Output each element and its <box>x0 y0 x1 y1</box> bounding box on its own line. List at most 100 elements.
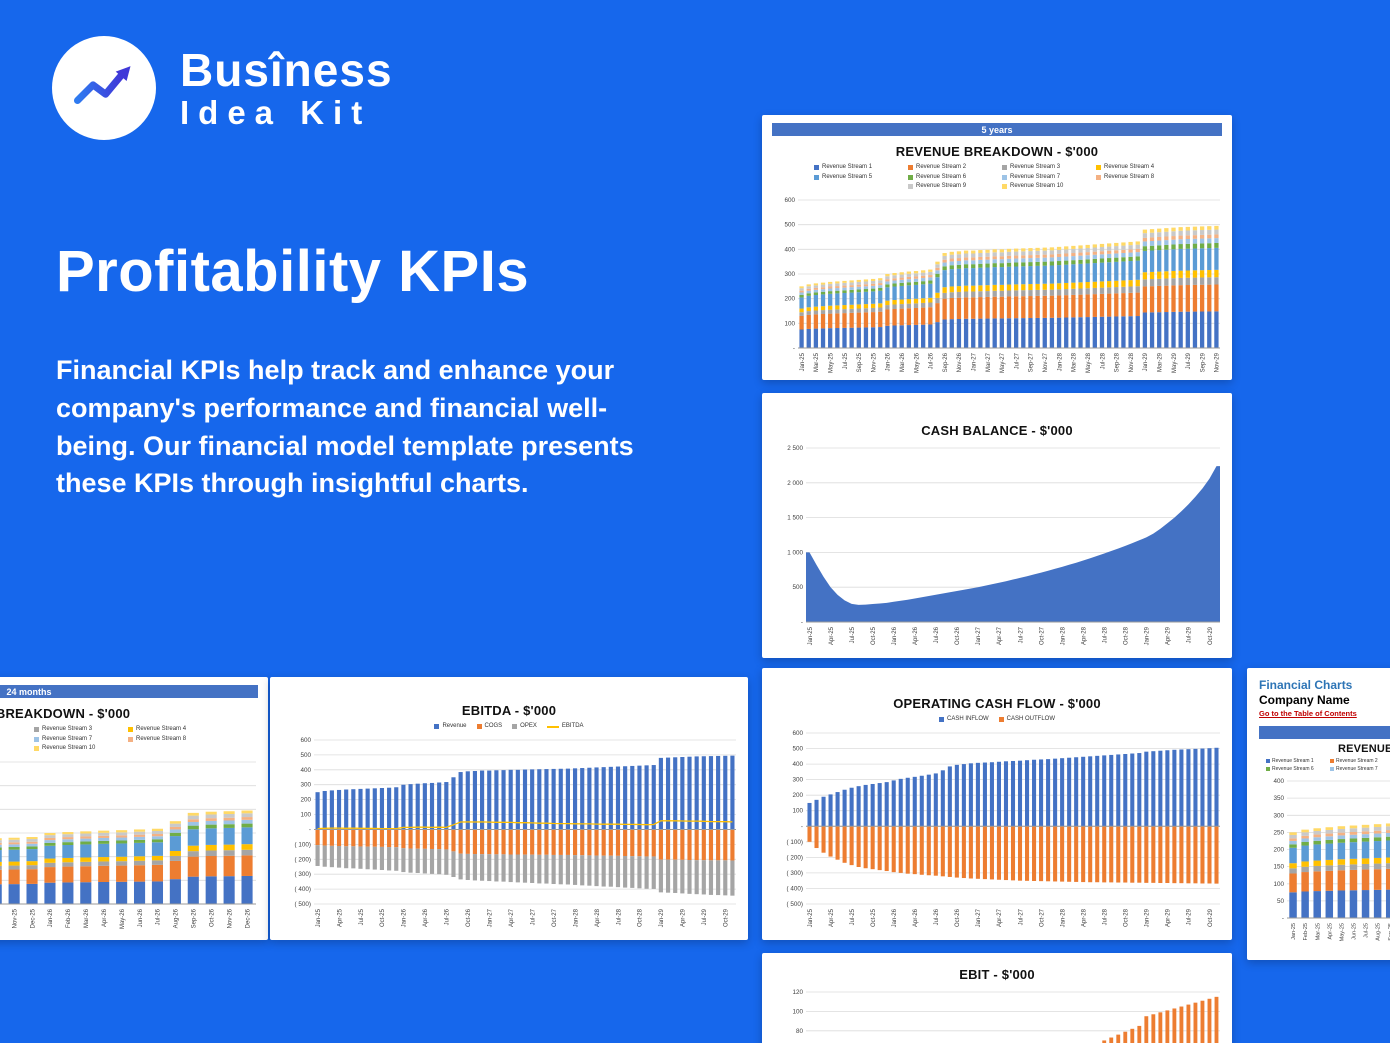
svg-text:May-28: May-28 <box>1086 352 1092 373</box>
svg-text:Nov-28: Nov-28 <box>1129 352 1135 372</box>
svg-text:Feb-25: Feb-25 <box>1303 923 1309 940</box>
chart-legend: CASH INFLOW CASH OUTFLOW <box>774 715 1220 725</box>
legend-item: OPEX <box>512 722 537 732</box>
svg-text:Apr-25: Apr-25 <box>829 626 835 645</box>
svg-text:Apr-29: Apr-29 <box>1166 626 1172 645</box>
svg-text:Jan-29: Jan-29 <box>659 908 665 927</box>
svg-text:Jan-26: Jan-26 <box>402 908 408 927</box>
svg-text:( 300): ( 300) <box>295 871 311 878</box>
ebit-card: EBIT - $'000 12010080604020-( 20)( 40)Ja… <box>762 953 1232 1043</box>
svg-text:Mar-26: Mar-26 <box>84 908 90 928</box>
chart-title: REVENUE BREAKDOWN - $'000 <box>1337 743 1390 755</box>
svg-text:Nov-25: Nov-25 <box>12 908 18 928</box>
legend-swatch <box>938 717 944 723</box>
legend-swatch <box>908 174 913 180</box>
chart-plot: 2 500 2 000 1 500 1 000 500 - Jan-25 Apr-25 Jul-… <box>764 442 1228 656</box>
plot-svg: 600500400300200100-Jan-25Feb-25Mar-25Apr… <box>0 761 256 929</box>
legend-swatch <box>1330 767 1334 771</box>
svg-text:( 300): ( 300) <box>787 869 803 876</box>
svg-text:600: 600 <box>300 737 311 744</box>
svg-text:Jul-28: Jul-28 <box>1103 626 1109 643</box>
chart-plot: 600 500 400 300 200 100 - ( 100) ( 200) ( 300) ( 4… <box>272 734 744 938</box>
svg-text:600: 600 <box>792 730 803 737</box>
svg-text:300: 300 <box>1273 812 1284 819</box>
svg-text:Jan-27: Jan-27 <box>972 352 978 371</box>
svg-text:Jul-27: Jul-27 <box>1018 626 1024 643</box>
chart-plot: 400 350 300 250 200 150 100 50 - Jan-25 Feb-25 Mar-… <box>1261 775 1390 948</box>
legend-item: Revenue Stream 1 <box>1266 757 1326 765</box>
svg-text:( 500): ( 500) <box>787 901 803 908</box>
svg-text:350: 350 <box>1273 795 1284 802</box>
svg-text:Jul-28: Jul-28 <box>616 908 622 925</box>
svg-text:Oct-28: Oct-28 <box>1124 626 1130 645</box>
svg-text:300: 300 <box>784 271 795 278</box>
legend-label: Revenue Stream 9 <box>916 183 967 190</box>
svg-text:Jul-29: Jul-29 <box>1186 352 1192 369</box>
company-name: Company Name <box>1259 693 1350 707</box>
svg-text:Oct-26: Oct-26 <box>466 908 472 927</box>
financial-charts-panel: Financial Charts Company Name Go to the … <box>1247 668 1390 960</box>
period-header-bar: 24 months <box>1259 726 1390 739</box>
svg-text:Apr-28: Apr-28 <box>1081 908 1087 927</box>
svg-text:Mar-26: Mar-26 <box>900 352 906 372</box>
svg-text:50: 50 <box>1277 898 1285 905</box>
svg-text:Jul-25: Jul-25 <box>850 908 856 925</box>
svg-text:-: - <box>801 619 803 626</box>
svg-text:Jul-26: Jul-26 <box>934 626 940 643</box>
svg-text:( 200): ( 200) <box>295 856 311 863</box>
svg-text:Apr-27: Apr-27 <box>997 908 1003 927</box>
svg-text:May-25: May-25 <box>829 352 835 373</box>
svg-text:Jul-26: Jul-26 <box>929 352 935 369</box>
svg-text:Nov-26: Nov-26 <box>227 908 233 928</box>
ebitda-card: EBITDA - $'000 Revenue COGS OPEX EBITDA 600… <box>270 677 748 940</box>
svg-text:1 000: 1 000 <box>787 549 803 556</box>
legend-swatch <box>34 746 39 752</box>
svg-text:Apr-28: Apr-28 <box>595 908 601 927</box>
svg-text:Jan-28: Jan-28 <box>573 908 579 927</box>
svg-text:500: 500 <box>784 221 795 228</box>
chart-title: CASH BALANCE - $'000 <box>921 423 1073 438</box>
legend-label: Revenue Stream 1 <box>822 164 873 170</box>
svg-text:200: 200 <box>300 796 311 803</box>
brand-name: Busîness Idea Kit <box>180 46 393 132</box>
legend-label: CASH INFLOW <box>946 716 989 722</box>
legend-item: Revenue Stream 7 <box>34 735 118 745</box>
svg-text:Oct-26: Oct-26 <box>210 908 216 927</box>
svg-text:Oct-27: Oct-27 <box>552 908 558 927</box>
svg-text:300: 300 <box>300 781 311 788</box>
legend-item: CASH INFLOW <box>938 715 989 725</box>
legend-item: Revenue Stream 2 <box>908 163 992 173</box>
page-description: Financial KPIs help track and enhance yo… <box>56 355 634 499</box>
svg-text:( 100): ( 100) <box>787 838 803 845</box>
legend-label: Revenue Stream 8 <box>136 735 187 742</box>
svg-text:150: 150 <box>1273 864 1284 871</box>
legend-item: Revenue Stream 9 <box>908 182 992 192</box>
svg-text:Apr-29: Apr-29 <box>681 908 687 927</box>
legend-label: Revenue Stream 2 <box>916 164 967 170</box>
legend-swatch <box>546 725 559 728</box>
legend-label: EBITDA <box>561 723 584 729</box>
svg-text:Oct-26: Oct-26 <box>955 626 961 645</box>
legend-item: Revenue Stream 5 <box>814 173 898 183</box>
legend-label: Revenue Stream 10 <box>1010 183 1064 190</box>
chart-plot: 600500400300200100-Jan-25Feb-25Mar-25Apr… <box>0 756 264 938</box>
svg-text:400: 400 <box>784 246 795 253</box>
brand-line1: Busîness <box>180 44 393 96</box>
chart-title: EBIT - $'000 <box>959 967 1035 982</box>
legend-label: Revenue Stream 2 <box>1336 758 1378 764</box>
svg-text:Dec-25: Dec-25 <box>30 908 36 928</box>
svg-text:Sep-26: Sep-26 <box>192 908 198 928</box>
legend-swatch <box>814 165 819 171</box>
legend-item: Revenue Stream 4 <box>128 725 212 735</box>
svg-text:( 400): ( 400) <box>787 885 803 892</box>
table-of-contents-link[interactable]: Go to the Table of Contents <box>1259 709 1357 718</box>
legend-label: Revenue Stream 5 <box>822 173 873 180</box>
svg-text:Nov-27: Nov-27 <box>1043 352 1049 372</box>
svg-text:Jan-25: Jan-25 <box>808 626 814 645</box>
chart-title: REVENUE BREAKDOWN - $'000 <box>0 706 131 721</box>
legend-label: Revenue Stream 7 <box>1336 766 1378 772</box>
chart-title: OPERATING CASH FLOW - $'000 <box>893 696 1101 711</box>
legend-label: Revenue Stream 3 <box>42 726 93 732</box>
plot-svg: 600 500 400 300 200 100 - ( 100) ( 200) ( 300) ( 4… <box>787 730 1220 927</box>
